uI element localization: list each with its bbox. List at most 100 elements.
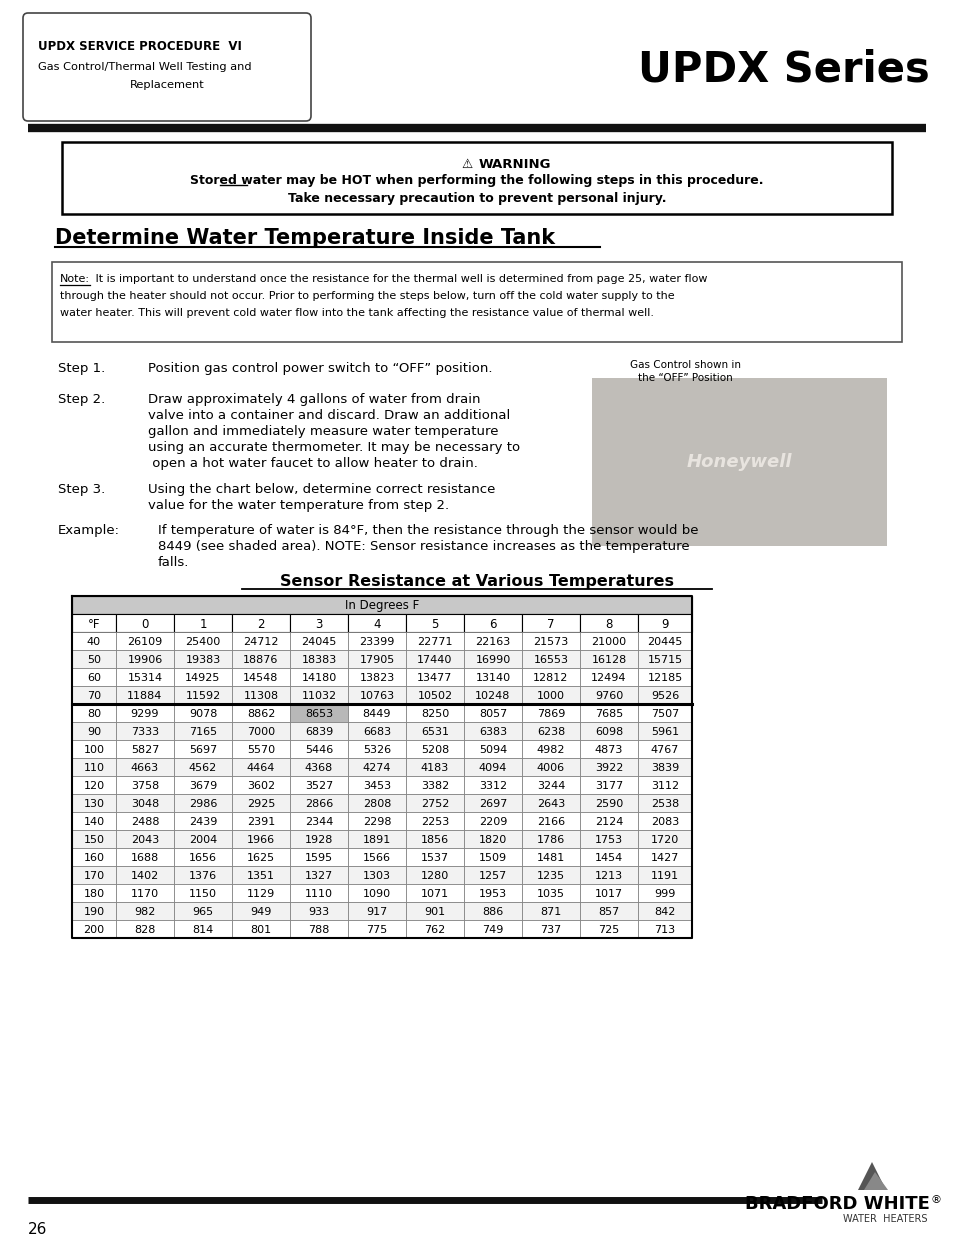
Bar: [173, 668, 232, 685]
Bar: [348, 830, 406, 848]
Text: value for the water temperature from step 2.: value for the water temperature from ste…: [148, 499, 449, 513]
Text: 5961: 5961: [650, 727, 679, 737]
Text: 2209: 2209: [478, 818, 507, 827]
Bar: [173, 830, 232, 848]
Bar: [406, 811, 463, 830]
Text: 1280: 1280: [420, 871, 449, 881]
Bar: [348, 884, 406, 902]
Text: 7869: 7869: [537, 709, 564, 719]
Text: 40: 40: [87, 637, 101, 647]
Text: 1071: 1071: [420, 889, 449, 899]
Text: 4: 4: [373, 618, 380, 631]
Bar: [71, 794, 116, 811]
Bar: [173, 722, 232, 740]
Bar: [71, 866, 116, 884]
Text: 3382: 3382: [420, 781, 449, 790]
Bar: [579, 794, 638, 811]
Bar: [71, 632, 116, 650]
Text: 18876: 18876: [243, 655, 278, 664]
Text: 4767: 4767: [650, 745, 679, 755]
Text: 2697: 2697: [478, 799, 507, 809]
Text: 1090: 1090: [362, 889, 391, 899]
Text: 7685: 7685: [595, 709, 622, 719]
Text: 1753: 1753: [595, 835, 622, 845]
Bar: [232, 722, 290, 740]
Bar: [71, 650, 116, 668]
Text: 2866: 2866: [305, 799, 333, 809]
Text: 12494: 12494: [591, 673, 626, 683]
Text: 4006: 4006: [537, 763, 564, 773]
Text: 160: 160: [84, 853, 105, 863]
Text: 1966: 1966: [247, 835, 274, 845]
Bar: [638, 650, 691, 668]
Text: 965: 965: [193, 906, 213, 918]
Bar: [290, 848, 348, 866]
Bar: [592, 378, 886, 546]
Bar: [463, 740, 521, 758]
Text: 5208: 5208: [420, 745, 449, 755]
Text: 7333: 7333: [131, 727, 159, 737]
Bar: [406, 920, 463, 939]
Text: 1327: 1327: [305, 871, 333, 881]
Bar: [116, 685, 173, 704]
Text: 4873: 4873: [594, 745, 622, 755]
Text: 24045: 24045: [301, 637, 336, 647]
Bar: [348, 920, 406, 939]
Text: 4464: 4464: [247, 763, 274, 773]
Text: 1656: 1656: [189, 853, 216, 863]
Text: 2590: 2590: [595, 799, 622, 809]
Text: 801: 801: [251, 925, 272, 935]
Text: UPDX Series: UPDX Series: [638, 49, 929, 91]
Text: falls.: falls.: [158, 556, 190, 569]
Bar: [116, 866, 173, 884]
Bar: [52, 262, 901, 342]
Text: 5570: 5570: [247, 745, 274, 755]
Bar: [579, 848, 638, 866]
Bar: [173, 632, 232, 650]
Bar: [521, 668, 579, 685]
Bar: [232, 740, 290, 758]
Bar: [290, 866, 348, 884]
Bar: [521, 704, 579, 722]
Text: Step 3.: Step 3.: [58, 483, 105, 496]
Text: 12812: 12812: [533, 673, 568, 683]
Bar: [290, 776, 348, 794]
Polygon shape: [857, 1162, 885, 1191]
Text: 2166: 2166: [537, 818, 564, 827]
Bar: [71, 848, 116, 866]
Bar: [232, 614, 290, 632]
Text: 5094: 5094: [478, 745, 507, 755]
Text: 6: 6: [489, 618, 497, 631]
Bar: [638, 685, 691, 704]
Text: 7: 7: [547, 618, 554, 631]
Text: 4094: 4094: [478, 763, 507, 773]
Bar: [348, 776, 406, 794]
Text: Draw approximately 4 gallons of water from drain: Draw approximately 4 gallons of water fr…: [148, 393, 480, 406]
Text: 999: 999: [654, 889, 675, 899]
Text: Stored water may be HOT when performing the following steps in this procedure.: Stored water may be HOT when performing …: [190, 174, 763, 186]
Bar: [116, 830, 173, 848]
Text: 2344: 2344: [305, 818, 333, 827]
Text: 3758: 3758: [131, 781, 159, 790]
Bar: [348, 650, 406, 668]
Bar: [406, 632, 463, 650]
Bar: [638, 848, 691, 866]
Text: 1257: 1257: [478, 871, 507, 881]
Bar: [173, 704, 232, 722]
Bar: [173, 848, 232, 866]
Text: 3312: 3312: [478, 781, 507, 790]
Bar: [463, 704, 521, 722]
Text: Replacement: Replacement: [130, 80, 204, 90]
Bar: [173, 811, 232, 830]
Bar: [521, 866, 579, 884]
Text: 1427: 1427: [650, 853, 679, 863]
Bar: [290, 884, 348, 902]
Bar: [71, 704, 116, 722]
Bar: [173, 614, 232, 632]
Bar: [232, 685, 290, 704]
Bar: [116, 704, 173, 722]
Bar: [290, 650, 348, 668]
Text: 150: 150: [84, 835, 105, 845]
Bar: [348, 632, 406, 650]
Bar: [463, 811, 521, 830]
